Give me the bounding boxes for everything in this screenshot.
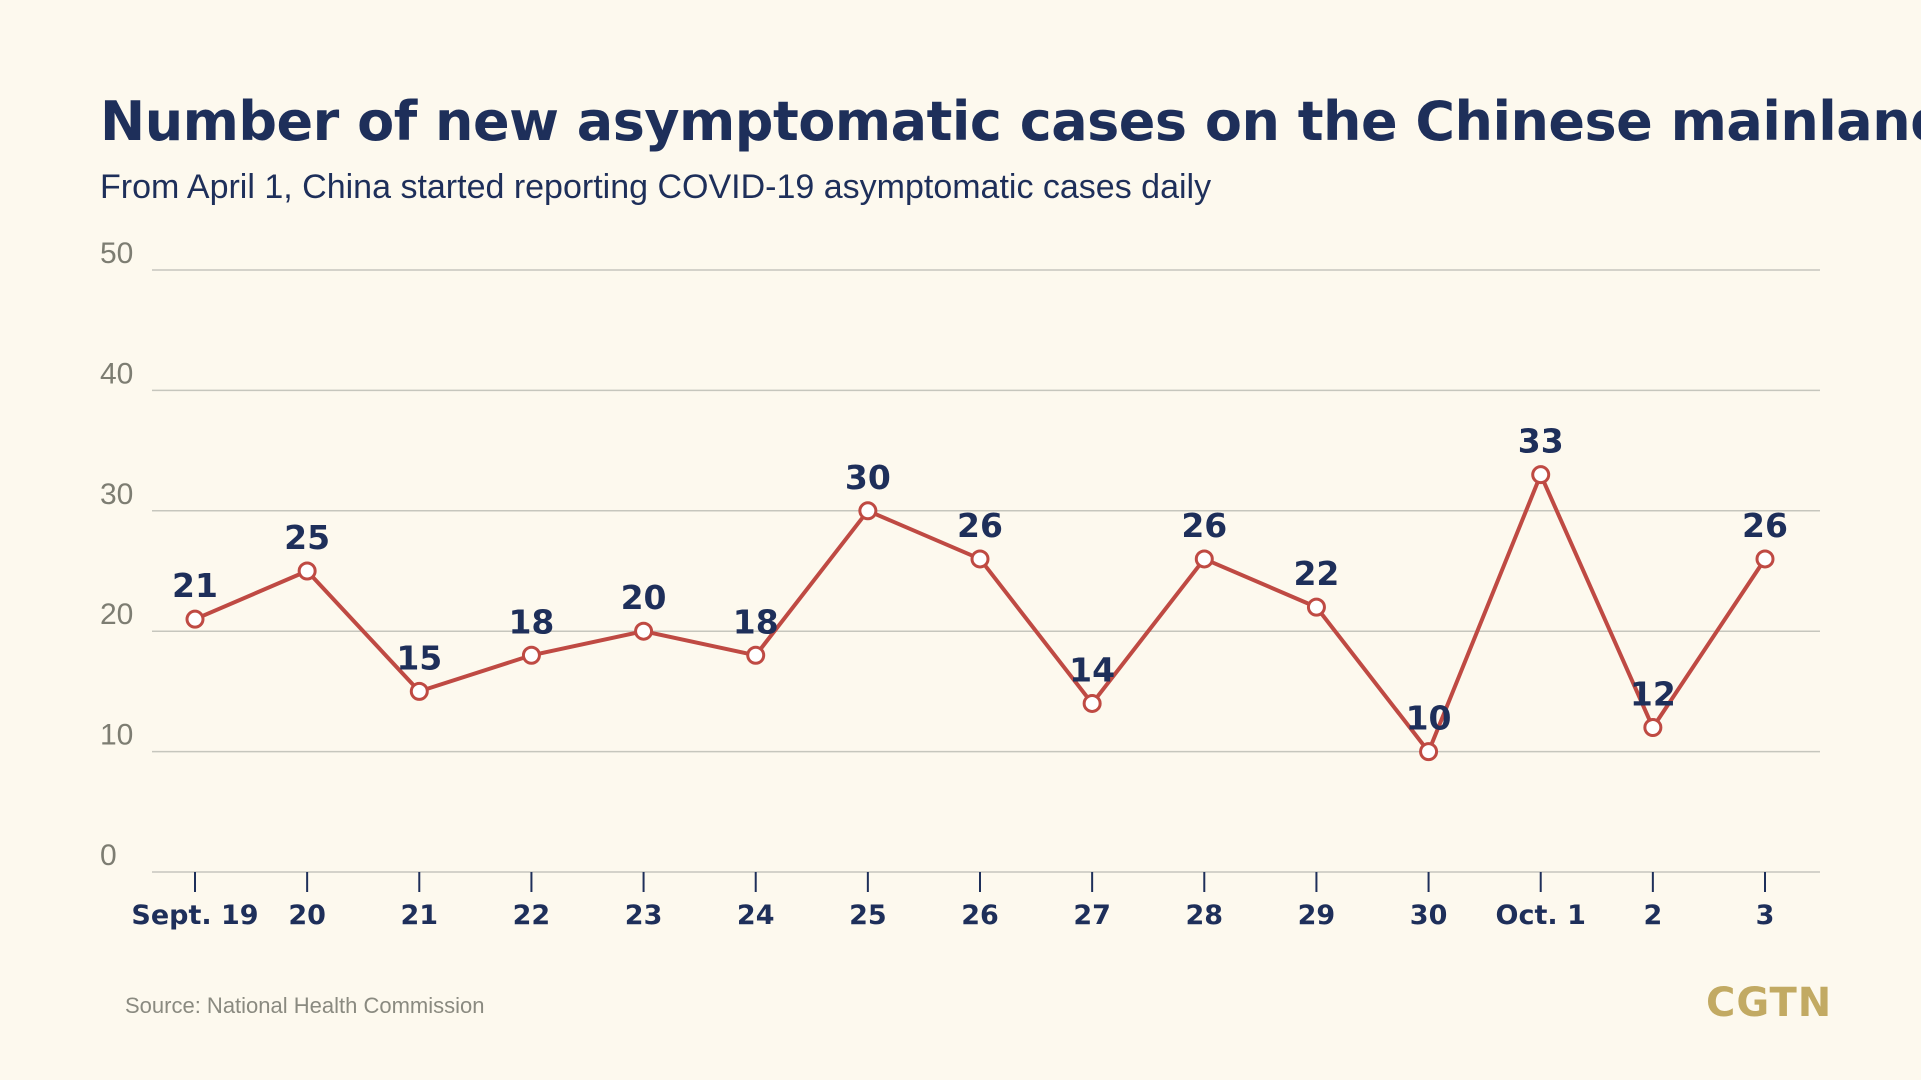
x-tick-label: 24 — [737, 900, 775, 931]
data-label: 18 — [508, 602, 554, 641]
data-point — [1082, 693, 1102, 713]
x-tick-label: 26 — [961, 900, 999, 931]
data-point — [970, 549, 990, 569]
x-tick-label: 27 — [1073, 900, 1111, 931]
data-labels: 21 25 15 18 20 18 30 26 14 26 22 10 33 12 26 — [172, 422, 1788, 738]
x-tick-label: 2 — [1643, 900, 1662, 931]
x-tick-label: 23 — [625, 900, 663, 931]
x-tick-label: 30 — [1410, 900, 1448, 931]
data-label: 12 — [1630, 675, 1676, 714]
data-point — [1643, 718, 1663, 738]
data-point — [746, 645, 766, 665]
data-point — [1531, 465, 1551, 485]
data-label: 26 — [957, 506, 1003, 545]
y-tick-label: 0 — [100, 839, 117, 872]
data-label: 14 — [1069, 650, 1115, 689]
y-tick-label: 10 — [100, 719, 133, 752]
data-label: 10 — [1406, 699, 1452, 738]
y-tick-label: 50 — [100, 237, 133, 270]
x-tick-label: 21 — [400, 900, 438, 931]
x-tick-label: 3 — [1756, 900, 1775, 931]
data-point — [858, 501, 878, 521]
x-tick-label: Sept. 19 — [131, 900, 258, 931]
chart-subtitle: From April 1, China started reporting CO… — [100, 168, 1212, 206]
y-axis-ticks: 0 10 20 30 40 50 — [100, 237, 133, 872]
gridlines — [152, 269, 1820, 873]
data-point — [1755, 549, 1775, 569]
cgtn-logo: CGTN — [1706, 980, 1833, 1026]
data-point — [1306, 597, 1326, 617]
data-label: 33 — [1518, 422, 1564, 461]
x-tick-label: 29 — [1298, 900, 1336, 931]
data-point — [521, 645, 541, 665]
data-label: 26 — [1742, 506, 1788, 545]
x-tick-label: 28 — [1185, 900, 1223, 931]
data-label: 21 — [172, 566, 218, 605]
x-tick-label: 22 — [513, 900, 551, 931]
data-point — [409, 681, 429, 701]
data-label: 22 — [1293, 554, 1339, 593]
data-point — [297, 561, 317, 581]
chart-title: Number of new asymptomatic cases on the … — [100, 90, 1921, 153]
data-label: 30 — [845, 458, 891, 497]
data-point — [1419, 742, 1439, 762]
data-point — [634, 621, 654, 641]
data-label: 26 — [1181, 506, 1227, 545]
x-tick-label: 25 — [849, 900, 887, 931]
y-tick-label: 20 — [100, 598, 133, 631]
y-tick-label: 40 — [100, 357, 133, 390]
data-point — [1194, 549, 1214, 569]
data-label: 18 — [733, 602, 779, 641]
data-label: 15 — [396, 638, 442, 677]
source-note: Source: National Health Commission — [125, 993, 485, 1018]
y-tick-label: 30 — [100, 478, 133, 511]
x-tick-label: Oct. 1 — [1496, 900, 1586, 931]
x-tick-label: 20 — [288, 900, 326, 931]
data-label: 20 — [621, 578, 667, 617]
data-label: 25 — [284, 518, 330, 557]
series-layer — [185, 465, 1775, 762]
data-point — [185, 609, 205, 629]
